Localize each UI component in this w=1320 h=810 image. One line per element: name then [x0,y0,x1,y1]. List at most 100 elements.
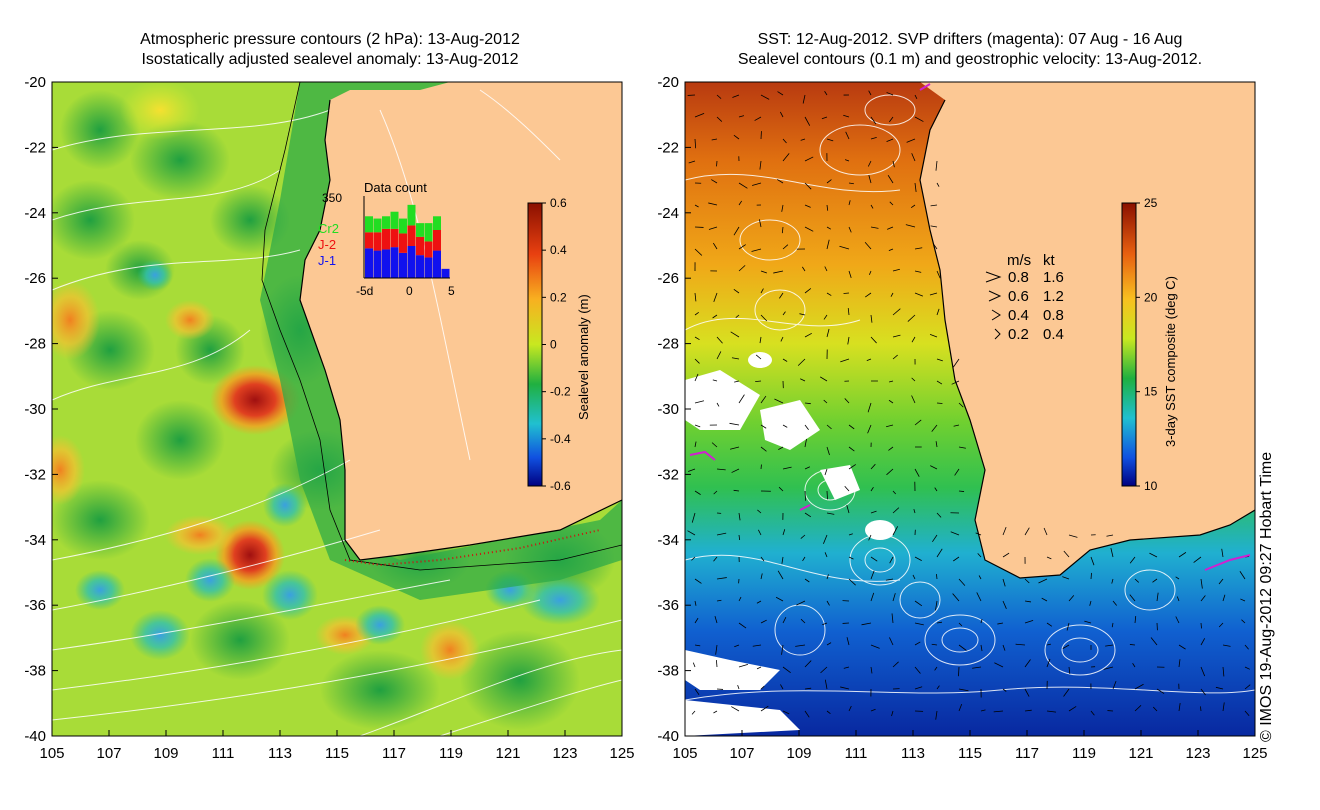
velocity-arrow [868,270,872,275]
velocity-arrow [892,661,899,668]
velocity-arrow [914,247,923,250]
right-australia-land [920,82,1255,578]
x-tick-label: 115 [958,745,982,762]
velocity-arrow [733,226,740,236]
velocity-arrow [694,600,697,606]
y-tick-label: -26 [657,270,679,287]
velocity-arrow [1046,622,1053,627]
velocity-arrow [870,592,875,602]
velocity-arrow [886,424,894,428]
data-count-xlabel-start: -5d [356,284,373,298]
right-colorbar-ticks: 25 20 15 10 [1136,196,1158,493]
velocity-arrow [732,94,740,98]
velocity-arrow [887,174,894,184]
velocity-arrow [976,592,982,602]
velocity-arrow [934,487,938,492]
velocity-arrow [1063,550,1070,558]
velocity-arrow [1239,571,1246,580]
velocity-arrow [781,204,784,212]
velocity-arrow [820,666,828,674]
data-count-title: Data count [364,180,427,195]
velocity-arrow [752,644,762,647]
velocity-arrow [1244,644,1249,650]
velocity-arrow [716,532,727,536]
velocity-arrow [1200,688,1206,696]
velocity-arrow [760,395,767,404]
velocity-arrow [823,399,828,404]
velocity-arrow [845,131,850,140]
velocity-arrow [738,394,745,404]
y-tick-label: -40 [657,728,679,745]
velocity-arrow [758,219,762,228]
velocity-arrow [1175,616,1180,624]
velocity-legend-arrow [988,290,1002,302]
left-title-line1: Atmospheric pressure contours (2 hPa): 1… [140,31,520,48]
velocity-arrow [731,357,740,360]
velocity-arrow [1156,688,1165,694]
velocity-arrow [870,116,877,125]
velocity-arrow [906,138,916,143]
data-count-bar-j1 [441,268,450,278]
velocity-arrow [843,292,850,294]
velocity-arrow [1222,594,1226,602]
y-tick-label: -28 [24,336,46,353]
velocity-arrow [848,446,855,452]
velocity-arrow [936,182,940,187]
velocity-arrow [754,116,762,121]
velocity-arrow [870,136,877,140]
velocity-arrow [914,556,922,561]
data-count-xlabel-zero: 0 [406,284,413,298]
velocity-arrow [1152,578,1158,583]
velocity-arrow [824,552,828,558]
x-tick-label: 121 [495,745,520,762]
velocity-arrow [1134,683,1144,690]
y-tick-label: -24 [657,205,679,222]
velocity-arrow [821,116,828,120]
velocity-arrow [980,644,983,652]
velocity-arrow [958,644,967,651]
velocity-arrow [958,688,969,692]
velocity-arrow [846,505,850,514]
velocity-arrow [1024,600,1032,603]
data-count-xlabel-end: 5 [448,284,455,298]
velocity-arrow [826,710,831,715]
data-count-bar-j2 [399,233,407,253]
velocity-arrow [804,226,814,232]
velocity-arrow [911,377,916,382]
velocity-arrow [1149,552,1158,558]
data-count-bar-cr2 [407,204,416,226]
colorbar-tick-label: -0.4 [550,432,571,446]
velocity-arrow [1193,556,1202,563]
velocity-arrow [886,138,894,143]
velocity-arrow [892,334,901,338]
right-map [685,82,1255,736]
velocity-arrow [843,666,850,669]
velocity-arrow [733,489,740,492]
velocity-arrow [688,160,696,164]
y-tick-label: -36 [24,597,46,614]
velocity-arrow [888,446,894,451]
velocity-arrow [694,138,697,149]
right-colorbar: 25 20 15 10 [1121,196,1158,493]
data-count-bar-cr2 [424,223,433,242]
data-count-bar-cr2 [433,216,441,230]
velocity-arrow [799,313,806,316]
velocity-arrow [1244,666,1250,670]
velocity-arrow [804,490,806,501]
velocity-arrow [848,182,854,185]
velocity-arrow [867,424,872,434]
velocity-arrow [712,242,718,250]
velocity-arrow [929,334,938,338]
velocity-arrow [892,593,896,602]
velocity-arrow [848,464,856,470]
velocity-arrow [756,666,762,670]
velocity-arrow [953,424,960,427]
velocity-arrow [847,308,850,316]
velocity-arrow [953,358,960,368]
velocity-arrow [1134,616,1137,624]
velocity-arrow [1002,644,1006,651]
velocity-arrow [911,153,916,162]
velocity-arrow [713,556,718,562]
velocity-arrow [907,314,916,322]
velocity-arrow [760,685,765,690]
